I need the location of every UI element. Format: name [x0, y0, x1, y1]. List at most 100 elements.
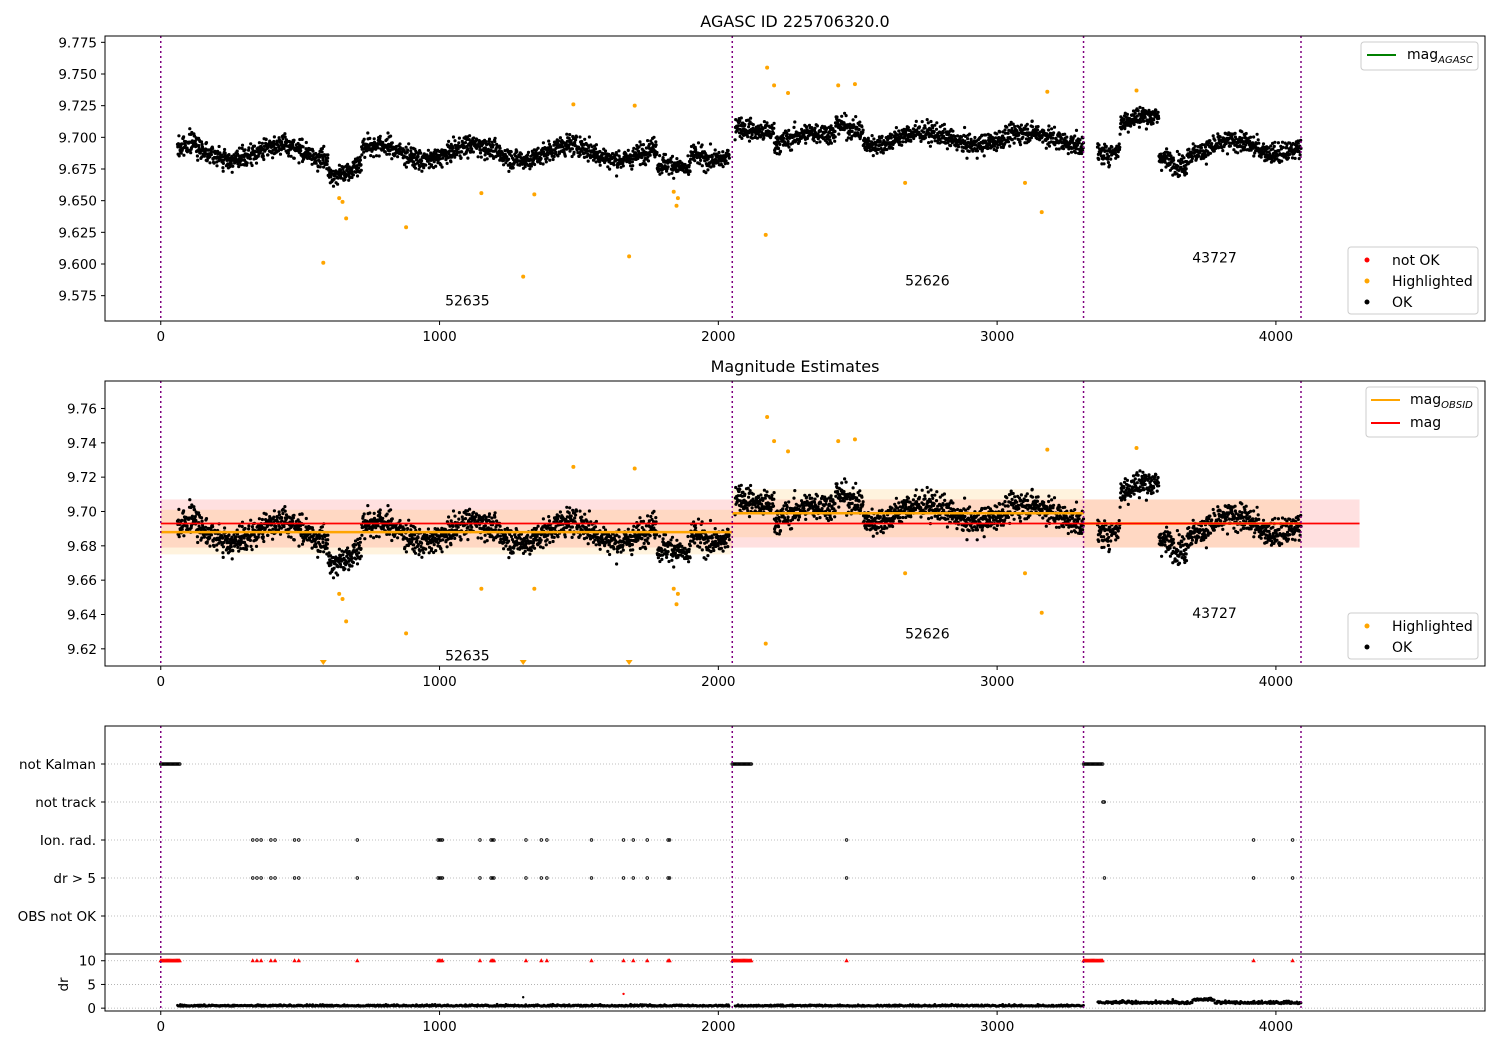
- ok-point: [197, 144, 201, 148]
- ok-point: [476, 155, 480, 159]
- ok-point: [698, 162, 702, 166]
- ok-point: [350, 170, 354, 174]
- ok-point: [286, 151, 290, 155]
- ok-point: [389, 134, 393, 138]
- ok-point: [1280, 159, 1284, 163]
- ok-point: [182, 509, 186, 513]
- ok-point: [1018, 143, 1023, 147]
- ok-point: [282, 525, 286, 529]
- ok-point: [1021, 135, 1025, 139]
- ok-point: [569, 139, 573, 143]
- ok-point: [440, 550, 444, 554]
- ok-point: [387, 142, 391, 146]
- ok-point: [297, 161, 301, 165]
- ok-point: [619, 165, 623, 169]
- ok-point: [1035, 128, 1040, 132]
- ok-point: [612, 163, 616, 167]
- ok-point: [935, 121, 939, 125]
- ok-point: [875, 151, 879, 155]
- ok-point: [1066, 152, 1070, 156]
- ok-point: [986, 146, 990, 150]
- ok-point: [541, 141, 546, 145]
- ok-point: [260, 517, 264, 522]
- ok-point: [557, 151, 562, 155]
- ok-point: [225, 537, 230, 541]
- ok-point: [487, 137, 492, 141]
- ok-point: [451, 146, 455, 150]
- ok-point: [247, 524, 251, 528]
- ok-point: [341, 553, 345, 557]
- ok-point: [381, 516, 385, 521]
- ok-point: [215, 164, 219, 168]
- ok-point: [578, 135, 582, 139]
- ok-point: [498, 534, 502, 538]
- ok-point: [968, 132, 972, 136]
- ok-point: [292, 513, 296, 517]
- ok-point: [765, 121, 769, 125]
- ok-point: [468, 507, 472, 511]
- ok-point: [587, 145, 591, 149]
- ok-point: [1138, 105, 1142, 109]
- ok-point: [1010, 138, 1014, 142]
- ok-point: [967, 149, 971, 153]
- ok-point: [180, 518, 184, 523]
- highlighted-point: [627, 254, 632, 259]
- ok-point: [523, 165, 527, 169]
- ok-point: [587, 135, 592, 139]
- ok-point: [422, 551, 426, 555]
- ok-point: [594, 143, 599, 147]
- ok-point: [785, 132, 789, 136]
- ok-point: [358, 536, 362, 541]
- highlighted-point: [1134, 88, 1139, 93]
- ok-point: [505, 536, 509, 540]
- ok-point: [1240, 136, 1244, 140]
- ok-point: [505, 155, 509, 159]
- ok-point: [1244, 131, 1248, 136]
- ok-point: [926, 121, 930, 125]
- ok-point: [422, 166, 426, 170]
- ok-point: [535, 156, 539, 160]
- ok-point: [1047, 128, 1051, 132]
- ok-point: [378, 134, 382, 138]
- ok-point: [314, 545, 318, 549]
- ok-point: [548, 158, 552, 162]
- panel1-ytick-label: 9.675: [58, 162, 97, 178]
- ok-point: [221, 551, 225, 555]
- ok-point: [208, 161, 212, 165]
- ok-point: [1074, 151, 1078, 155]
- ok-point: [688, 169, 692, 174]
- panel1-xtick-label: 4000: [1259, 329, 1293, 345]
- legend-point-label: Highlighted: [1392, 274, 1473, 290]
- ok-point: [498, 153, 502, 158]
- ok-point: [292, 138, 296, 142]
- ok-point: [675, 157, 679, 161]
- ok-point: [341, 167, 345, 171]
- ok-point: [351, 560, 355, 565]
- ok-point: [460, 150, 464, 154]
- ok-point: [813, 126, 817, 130]
- highlighted-point: [521, 274, 526, 279]
- ok-point: [314, 161, 318, 165]
- highlighted-point: [571, 102, 576, 107]
- ok-point: [260, 141, 264, 145]
- legend-point-swatch: [1364, 299, 1370, 305]
- ok-point: [243, 148, 247, 152]
- ok-point: [223, 526, 227, 530]
- ok-point: [385, 137, 389, 141]
- ok-point: [699, 158, 703, 162]
- ok-point: [891, 146, 895, 150]
- ok-point: [177, 134, 181, 138]
- ok-point: [369, 154, 373, 158]
- ok-point: [928, 144, 933, 148]
- ok-point: [413, 153, 417, 157]
- ok-point: [249, 544, 253, 549]
- ok-point: [727, 153, 731, 157]
- ok-point: [1155, 120, 1159, 124]
- ok-point: [1193, 144, 1197, 148]
- ok-point: [451, 524, 455, 529]
- ok-point: [235, 149, 239, 153]
- ok-point: [749, 116, 753, 120]
- ok-point: [466, 156, 470, 160]
- ok-point: [202, 535, 206, 539]
- ok-point: [343, 178, 347, 182]
